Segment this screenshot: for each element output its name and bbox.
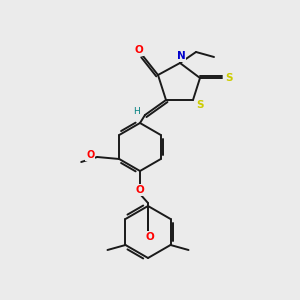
Text: O: O	[135, 45, 143, 55]
Text: O: O	[136, 185, 144, 195]
Text: O: O	[146, 232, 154, 242]
Text: S: S	[225, 73, 233, 83]
Text: H: H	[134, 107, 140, 116]
Text: O: O	[86, 150, 94, 160]
Text: N: N	[177, 51, 185, 61]
Text: S: S	[196, 100, 204, 110]
